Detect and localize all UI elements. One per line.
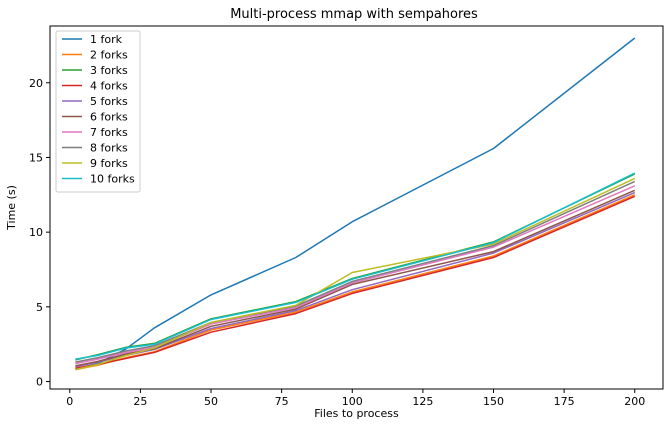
- legend-label: 10 forks: [90, 173, 135, 186]
- series-line-9: [75, 177, 636, 371]
- x-tick-label: 0: [66, 395, 73, 408]
- y-tick-label: 20: [29, 77, 43, 90]
- x-tick-label: 75: [275, 395, 289, 408]
- legend-label: 5 forks: [90, 95, 128, 108]
- plot-frame: [49, 25, 664, 390]
- y-tick-label: 10: [29, 226, 43, 239]
- legend-label: 9 forks: [90, 157, 128, 170]
- series-line-10: [75, 172, 636, 360]
- x-tick-label: 100: [342, 395, 363, 408]
- series-line-6: [75, 189, 636, 367]
- y-axis: 0 5 10 15 20: [29, 77, 50, 389]
- legend-label: 2 forks: [90, 49, 128, 62]
- legend: 1 fork 2 forks 3 forks 4 forks 5 forks 6 fork…: [55, 30, 141, 193]
- legend-label: 7 forks: [90, 126, 128, 139]
- series-line-5: [75, 191, 636, 368]
- x-tick-label: 25: [133, 395, 147, 408]
- legend-box: [55, 30, 141, 193]
- series-line-7: [75, 185, 636, 365]
- x-axis-title: Files to process: [314, 407, 399, 420]
- legend-label: 1 fork: [90, 33, 123, 46]
- legend-label: 4 forks: [90, 80, 128, 93]
- y-axis-title: Time (s): [5, 185, 18, 231]
- legend-label: 6 forks: [90, 111, 128, 124]
- x-tick-label: 150: [483, 395, 504, 408]
- legend-label: 8 forks: [90, 142, 128, 155]
- series-lines: [75, 37, 636, 371]
- x-tick-label: 125: [412, 395, 433, 408]
- y-tick-label: 0: [36, 376, 43, 389]
- series-line-4: [75, 195, 636, 369]
- x-tick-label: 50: [204, 395, 218, 408]
- x-axis: 0 25 50 75 100 125 150 175 200: [66, 389, 645, 408]
- legend-label: 3 forks: [90, 64, 128, 77]
- x-tick-label: 200: [624, 395, 645, 408]
- x-tick-label: 175: [554, 395, 575, 408]
- y-tick-label: 15: [29, 151, 43, 164]
- chart-title: Multi-process mmap with sempahores: [230, 7, 478, 22]
- y-tick-label: 5: [36, 301, 43, 314]
